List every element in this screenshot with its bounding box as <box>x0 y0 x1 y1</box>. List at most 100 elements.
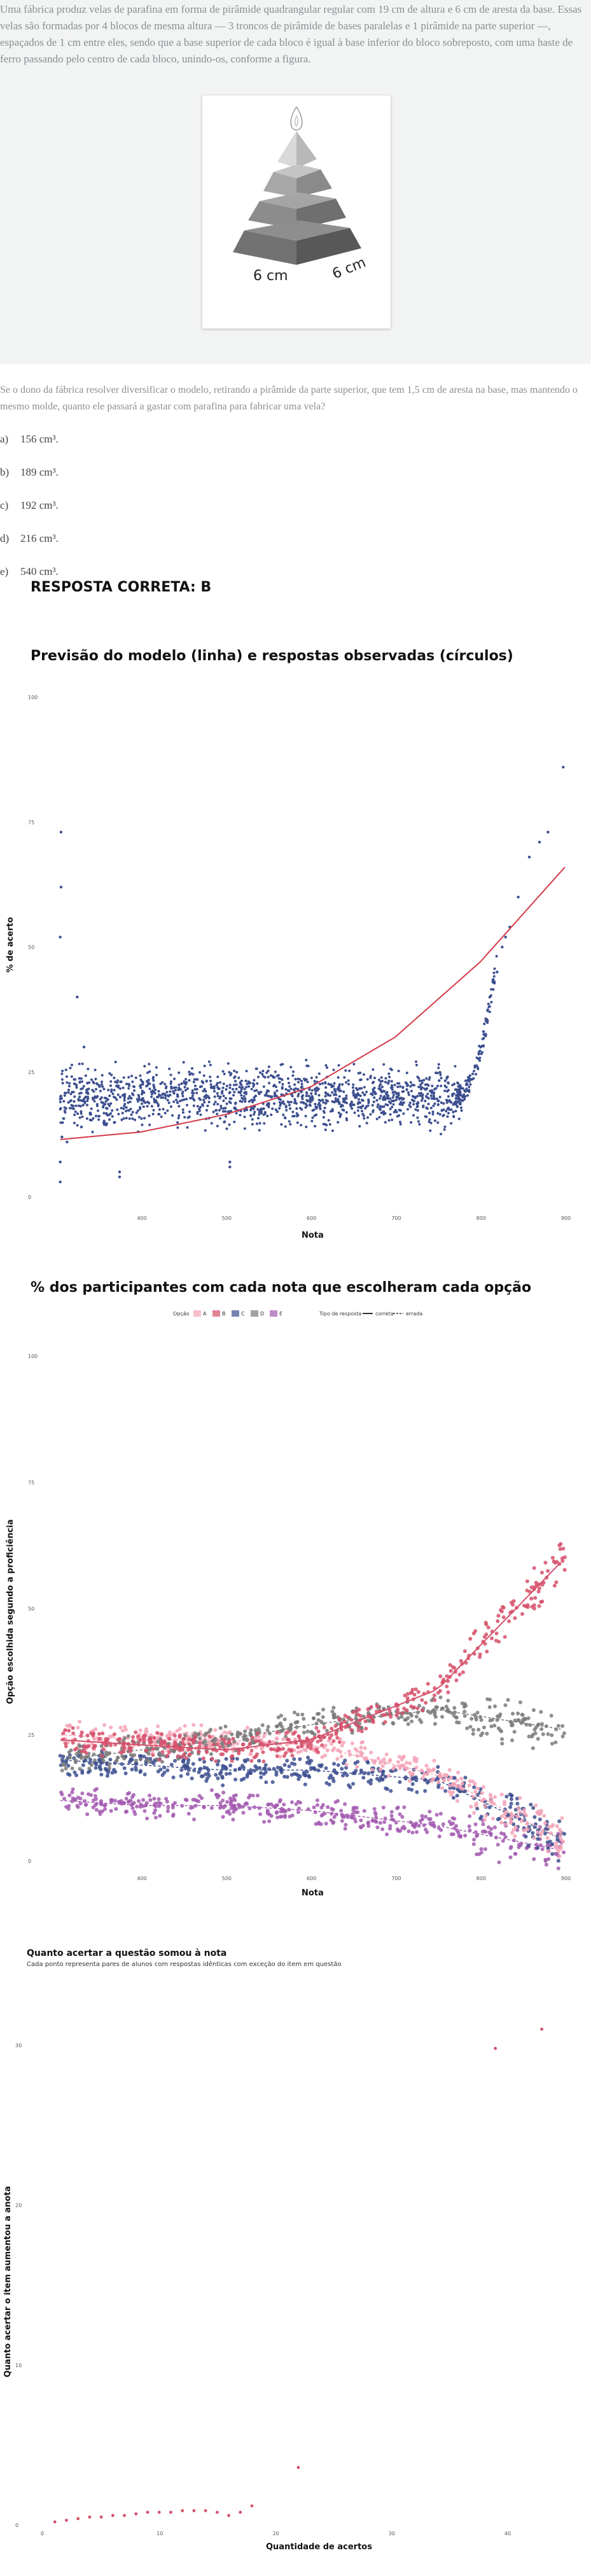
data-point <box>291 1115 295 1118</box>
data-point <box>225 1127 228 1130</box>
option-point-E <box>417 1823 421 1828</box>
data-point <box>137 1094 140 1097</box>
option-point-D <box>120 1754 125 1759</box>
data-point <box>282 1114 285 1117</box>
data-point <box>267 1065 270 1068</box>
data-point <box>82 1045 86 1049</box>
option-point-D <box>67 1750 71 1755</box>
option-point-B <box>250 1736 254 1740</box>
data-point <box>517 895 520 899</box>
data-point <box>415 1063 418 1066</box>
option-point-B <box>165 1753 169 1758</box>
data-point <box>114 1080 117 1084</box>
option-point-D <box>546 1732 550 1736</box>
data-point <box>80 1105 83 1108</box>
option-point-C <box>289 1773 294 1777</box>
option-point-C <box>511 1822 516 1827</box>
option-b[interactable]: b) 189 cm³. <box>0 466 59 479</box>
option-point-A <box>473 1790 478 1794</box>
option-point-D <box>527 1734 531 1739</box>
option-point-A <box>338 1737 342 1741</box>
option-point-B <box>529 1596 534 1601</box>
data-point <box>254 1067 258 1070</box>
data-point <box>377 1079 380 1082</box>
option-point-E <box>314 1822 318 1826</box>
data-point <box>171 1114 174 1117</box>
option-point-E <box>85 1812 90 1816</box>
data-point <box>363 1086 366 1089</box>
option-point-E <box>366 1820 371 1825</box>
data-point <box>364 1107 367 1110</box>
option-point-C <box>536 1846 540 1850</box>
option-point-C <box>285 1774 289 1779</box>
data-point <box>113 1089 116 1092</box>
option-point-E <box>375 1825 380 1830</box>
data-point <box>311 1109 314 1112</box>
data-point <box>85 1095 88 1098</box>
option-point-B <box>131 1739 136 1744</box>
data-point <box>164 1096 167 1100</box>
option-point-A <box>259 1746 263 1751</box>
data-point <box>136 1109 139 1112</box>
option-point-D <box>70 1766 74 1771</box>
option-point-B <box>74 1746 79 1751</box>
option-point-A <box>510 1813 515 1818</box>
data-point <box>116 1079 120 1082</box>
option-point-C <box>289 1761 294 1766</box>
option-e[interactable]: e) 540 cm³. <box>0 565 59 578</box>
option-d[interactable]: d) 216 cm³. <box>0 532 59 545</box>
data-point <box>433 1097 436 1100</box>
option-point-C <box>423 1789 428 1794</box>
data-point <box>177 1083 181 1086</box>
data-point <box>66 1081 69 1084</box>
option-trend-line-D <box>60 1709 561 1761</box>
data-point <box>443 1125 447 1128</box>
data-point <box>162 1108 165 1111</box>
option-point-C <box>207 1774 211 1778</box>
option-point-A <box>449 1775 454 1780</box>
option-c[interactable]: c) 192 cm³. <box>0 499 59 512</box>
option-point-D <box>305 1729 310 1734</box>
option-point-E <box>343 1802 347 1806</box>
option-point-B <box>231 1736 235 1741</box>
option-a[interactable]: a) 156 cm³. <box>0 433 59 446</box>
data-point <box>218 1096 221 1100</box>
option-point-A <box>499 1792 504 1797</box>
data-point <box>358 1125 361 1128</box>
data-point <box>247 1082 251 1085</box>
option-point-E <box>335 1799 340 1803</box>
data-point <box>108 1104 111 1107</box>
gain-point <box>99 2516 103 2519</box>
data-point <box>461 1087 464 1090</box>
option-point-A <box>455 1778 459 1783</box>
option-point-D <box>468 1725 473 1729</box>
option-point-A <box>559 1844 563 1848</box>
data-point <box>212 1103 216 1106</box>
option-point-D <box>138 1757 143 1762</box>
legend-swatch <box>193 1310 201 1317</box>
data-point <box>148 1082 151 1086</box>
option-point-D <box>243 1729 247 1734</box>
data-point <box>338 1083 341 1086</box>
data-point <box>372 1068 375 1071</box>
data-point <box>94 1068 97 1072</box>
option-point-D <box>550 1741 554 1746</box>
option-point-B <box>210 1757 214 1761</box>
data-point <box>223 1121 226 1124</box>
data-point <box>278 1080 281 1084</box>
option-point-D <box>536 1737 540 1741</box>
data-point <box>375 1117 379 1121</box>
data-point <box>460 1109 463 1112</box>
data-point <box>365 1091 368 1094</box>
data-point <box>286 1077 289 1080</box>
option-point-A <box>455 1799 460 1803</box>
data-point <box>387 1082 390 1085</box>
option-point-E <box>137 1799 141 1803</box>
data-point <box>353 1111 356 1114</box>
option-point-B <box>529 1585 534 1590</box>
data-point <box>382 1098 385 1101</box>
data-point <box>120 1107 123 1110</box>
question-prompt: Se o dono da fábrica resolver diversific… <box>0 385 578 412</box>
option-point-D <box>129 1752 133 1757</box>
data-point <box>201 1103 204 1106</box>
